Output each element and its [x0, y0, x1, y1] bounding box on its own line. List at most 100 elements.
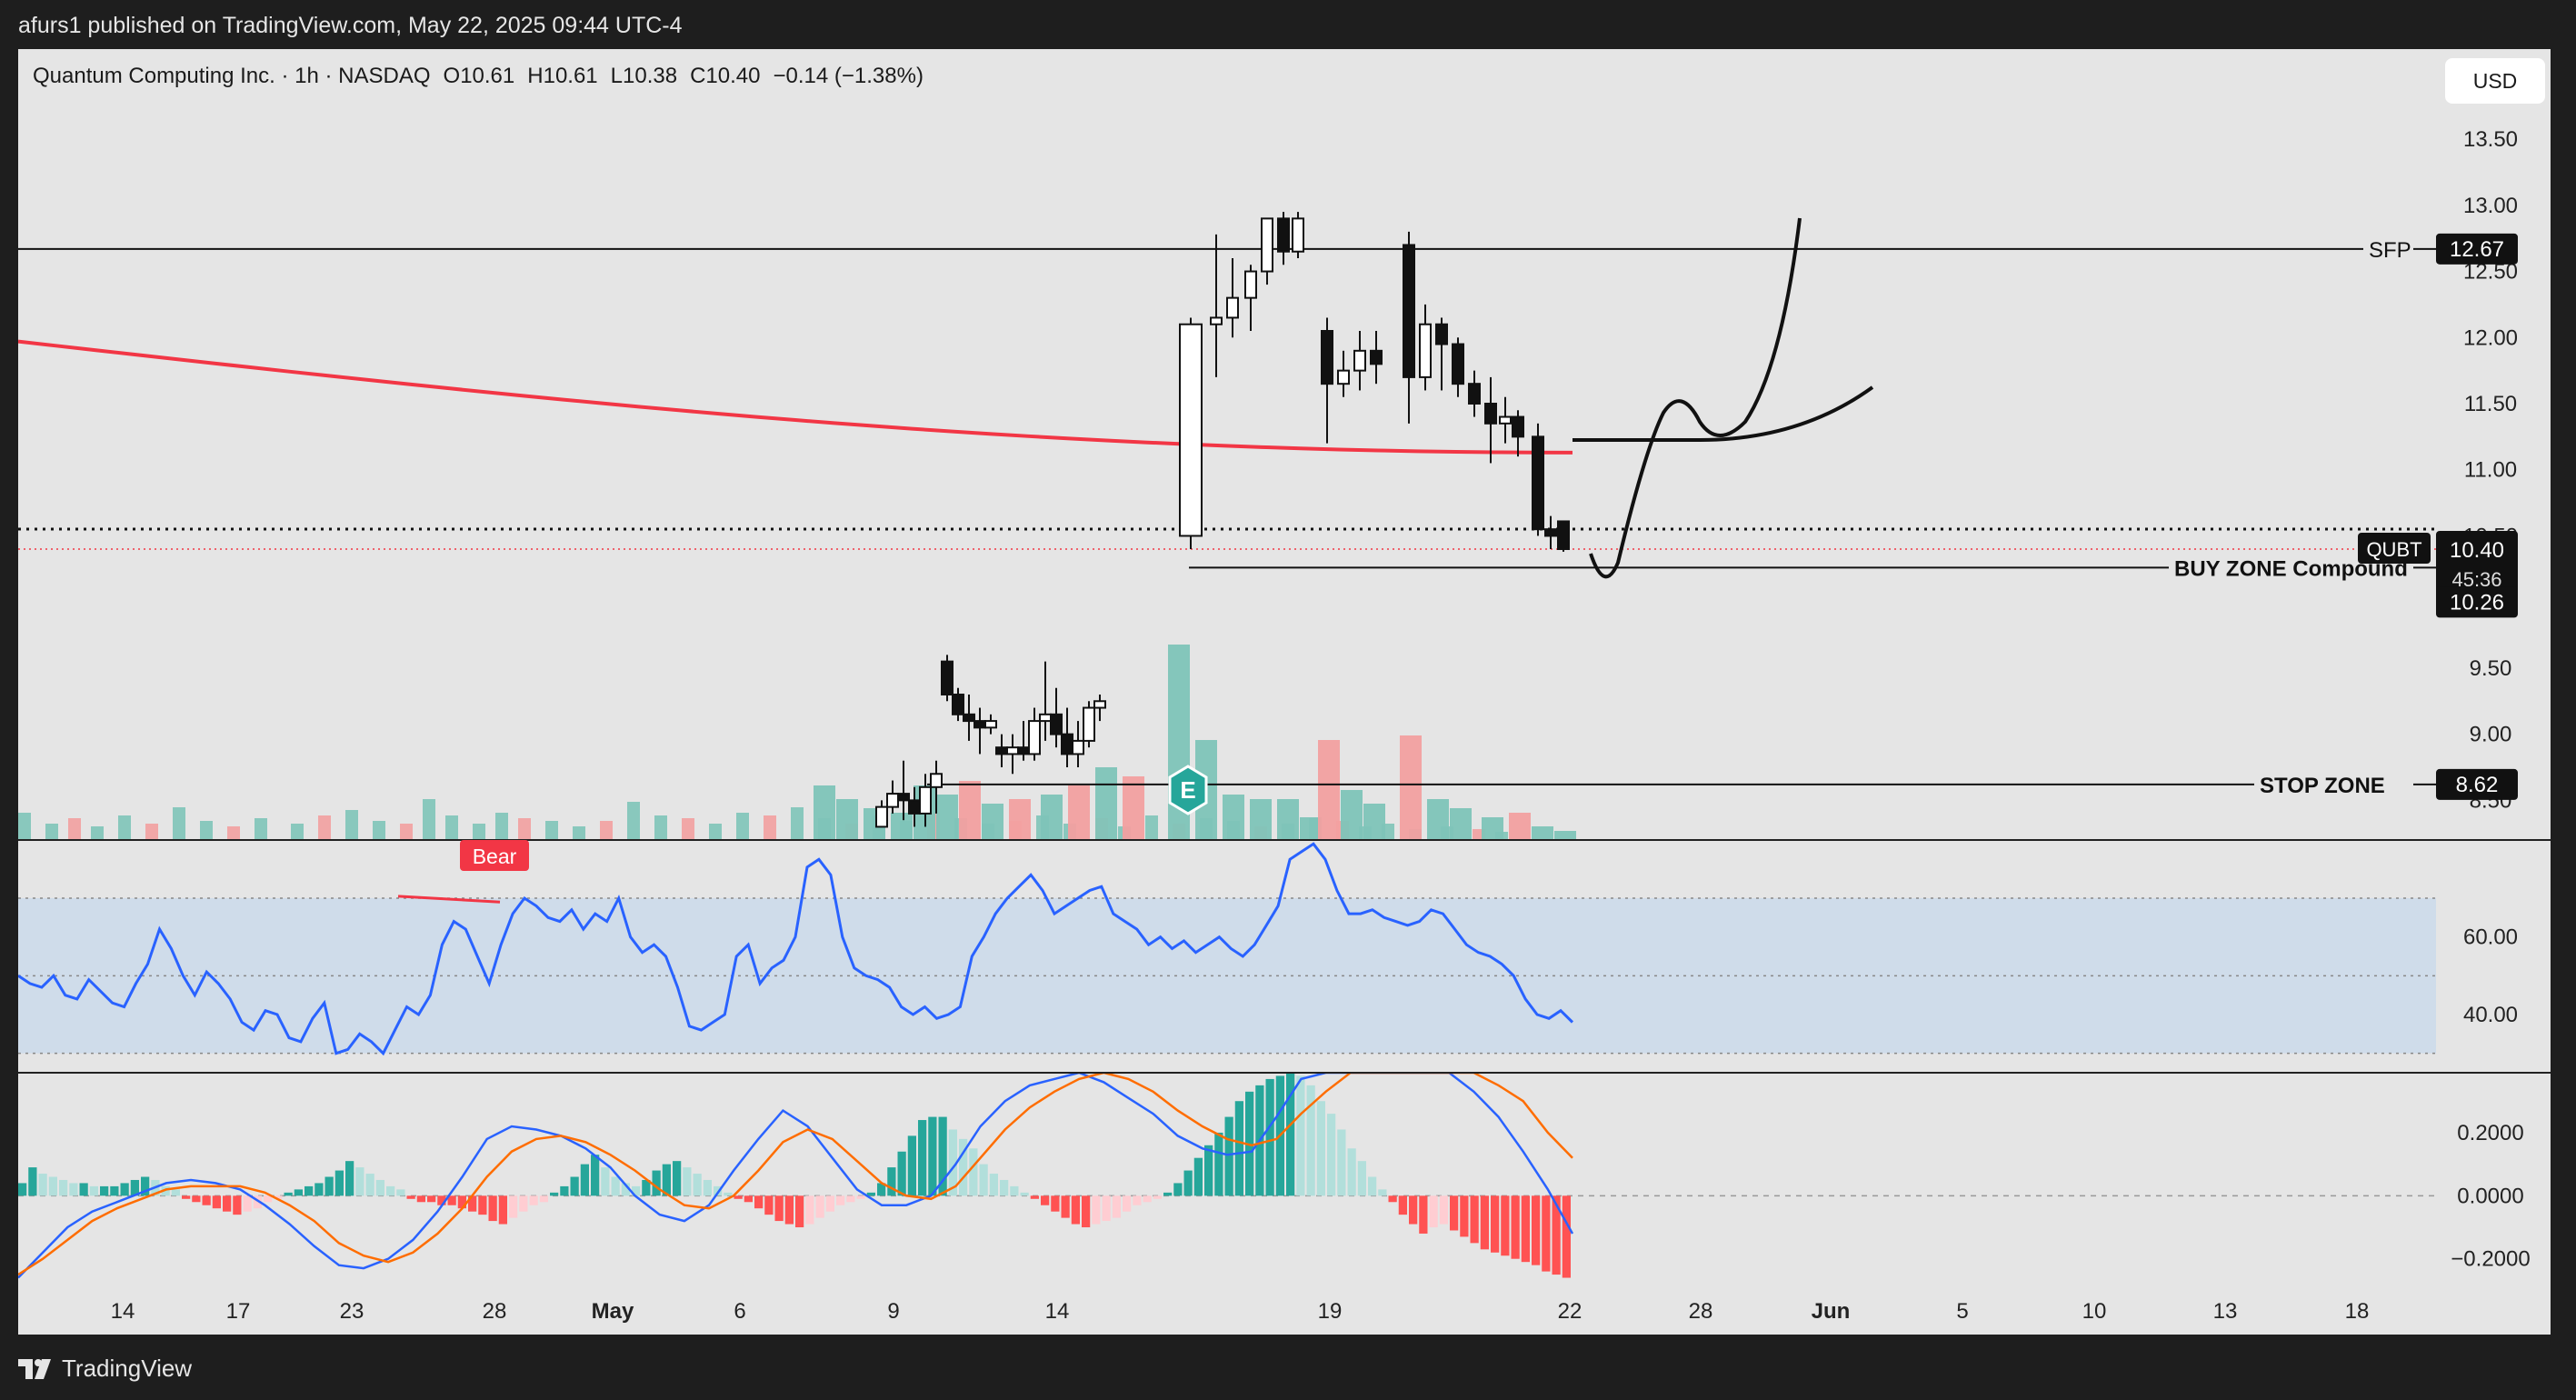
macd-histogram-bar: [529, 1195, 538, 1205]
bottom-bar: TradingView: [0, 1335, 2576, 1400]
macd-histogram-bar: [1491, 1195, 1500, 1253]
macd-histogram-bar: [171, 1189, 180, 1196]
macd-histogram-bar: [836, 1195, 845, 1205]
macd-tick-label: 0.0000: [2457, 1184, 2523, 1208]
candle-body: [1028, 720, 1041, 755]
macd-histogram-bar: [918, 1120, 927, 1196]
volume-bar: [736, 813, 749, 840]
macd-histogram-bar: [1214, 1132, 1223, 1196]
volume-bar: [1223, 795, 1244, 840]
time-tick-label: 17: [226, 1299, 251, 1324]
buy-zone-price-badge-bg: [2436, 586, 2518, 618]
macd-histogram-bar: [427, 1195, 436, 1203]
time-tick-label: 6: [734, 1299, 745, 1324]
candle-body: [1557, 520, 1570, 550]
brand-label: TradingView: [62, 1355, 193, 1382]
macd-histogram-bar: [69, 1183, 78, 1196]
volume-bar: [1250, 799, 1272, 840]
macd-histogram-bar: [1470, 1195, 1479, 1244]
macd-histogram-bar: [1020, 1192, 1029, 1196]
chart-frame[interactable]: E SFP BUY ZONE Compound STOP ZONE 8.50 9.00 9.…: [18, 49, 2551, 1335]
candle-body: [886, 793, 899, 808]
candle-body: [1061, 733, 1073, 755]
bear-label: Bear: [473, 845, 517, 868]
price-tick-label: 11.00: [2464, 458, 2517, 483]
volume-bar: [1509, 813, 1531, 840]
macd-histogram-bar: [315, 1183, 324, 1196]
macd-histogram-bar: [100, 1185, 109, 1196]
candle-body: [1544, 528, 1557, 537]
macd-histogram-bar: [1133, 1195, 1142, 1205]
candle-body: [897, 793, 910, 802]
volume-bar: [654, 815, 667, 840]
volume-bar: [764, 815, 776, 840]
currency-button[interactable]: USD: [2445, 58, 2545, 104]
macd-histogram-bar: [1000, 1179, 1009, 1196]
macd-histogram-bar: [1041, 1195, 1050, 1205]
macd-histogram-bar: [1112, 1195, 1121, 1218]
bear-label-bg: [460, 840, 529, 871]
macd-histogram-bar: [223, 1195, 232, 1212]
volume-bar: [145, 824, 158, 840]
macd-histogram-bar: [1296, 1075, 1305, 1196]
macd-histogram-bar: [846, 1195, 855, 1203]
time-tick-label: 10: [2082, 1299, 2107, 1324]
macd-histogram-bar: [274, 1195, 283, 1199]
macd-histogram-bar: [110, 1185, 119, 1196]
candle-body: [1435, 323, 1448, 345]
macd-histogram-bar: [611, 1176, 620, 1196]
projection-path-b: [1589, 217, 1802, 579]
macd-histogram-bar: [560, 1185, 569, 1196]
volume-bar: [518, 818, 531, 840]
tradingview-logo-icon: [18, 1358, 51, 1379]
macd-histogram-bar: [365, 1174, 374, 1196]
volume-bar: [345, 810, 358, 840]
candle-body: [1484, 403, 1497, 425]
macd-pane: [18, 1073, 2436, 1279]
price-tick-label: 12.00: [2463, 325, 2518, 350]
macd-histogram-bar: [1123, 1195, 1132, 1212]
symbol-badge: QUBT: [2366, 538, 2421, 561]
macd-histogram-bar: [1173, 1183, 1183, 1196]
macd-histogram-bar: [28, 1167, 37, 1196]
candle-body: [952, 694, 964, 715]
time-tick-label: 13: [2213, 1299, 2238, 1324]
macd-histogram-bar: [1327, 1114, 1336, 1196]
volume-bar: [1145, 815, 1158, 840]
candle-body: [995, 746, 1008, 755]
candle-body: [1321, 330, 1333, 385]
macd-histogram-bar: [662, 1164, 671, 1196]
macd-histogram-bar: [744, 1195, 753, 1203]
volume-bar: [545, 821, 558, 840]
symbol-title[interactable]: Quantum Computing Inc. · 1h · NASDAQ: [33, 64, 431, 88]
macd-histogram-bar: [632, 1185, 641, 1196]
macd-histogram-bar: [519, 1195, 528, 1212]
macd-histogram-bar: [683, 1167, 692, 1196]
macd-histogram-bar: [264, 1195, 273, 1203]
macd-histogram-bar: [877, 1183, 886, 1196]
macd-histogram-bar: [1429, 1195, 1438, 1228]
time-tick-label: 18: [2345, 1299, 2370, 1324]
volume-bar: [495, 813, 508, 840]
volume-bar: [1532, 826, 1553, 840]
macd-histogram-bar: [621, 1183, 630, 1196]
symbol-badge-bg: [2358, 533, 2431, 564]
brand[interactable]: TradingView: [18, 1355, 192, 1383]
volume-bar: [836, 799, 858, 840]
macd-histogram-bar: [1347, 1148, 1356, 1196]
price-tick-label: 9.50: [2470, 656, 2512, 681]
candle-body: [1006, 746, 1019, 755]
macd-histogram-bar: [1409, 1195, 1418, 1225]
price-tick-label: 11.50: [2464, 392, 2517, 416]
time-tick-label-month: May: [592, 1299, 634, 1324]
macd-histogram-bar: [907, 1135, 916, 1196]
macd-histogram-bar: [734, 1195, 743, 1199]
macd-histogram-bar: [1542, 1195, 1551, 1272]
macd-histogram-bar: [1234, 1101, 1243, 1196]
candle-body: [963, 713, 975, 723]
macd-histogram-bar: [1460, 1195, 1469, 1237]
volume-bar: [291, 824, 304, 840]
macd-histogram-bar: [253, 1195, 262, 1209]
macd-tick-label: 0.2000: [2457, 1121, 2523, 1145]
